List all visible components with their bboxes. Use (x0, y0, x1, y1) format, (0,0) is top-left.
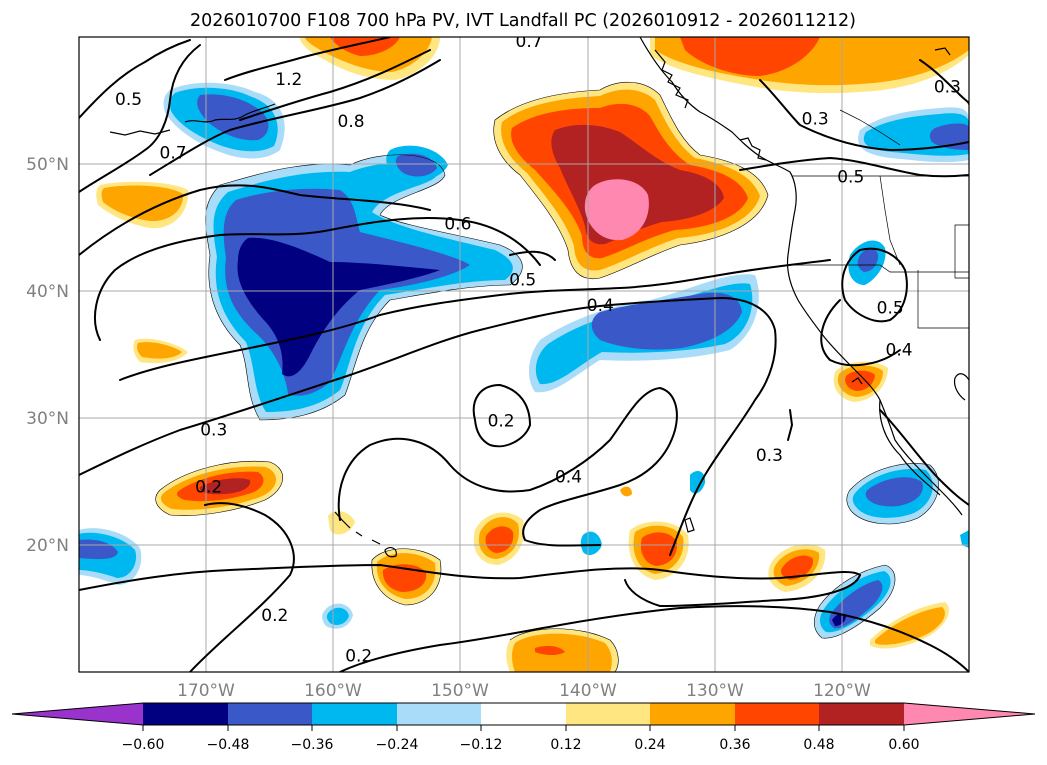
contour-label: 0.5 (509, 271, 536, 291)
colorbar-bin (819, 703, 904, 725)
map-frame (78, 36, 970, 673)
contour-label: 0.5 (837, 168, 864, 188)
contour-label: 0.8 (338, 112, 365, 132)
colorbar-tick-label: 0.60 (888, 737, 919, 753)
contour-label: 0.2 (195, 478, 222, 498)
colorbar-bin (228, 703, 312, 725)
colorbar-tick-label: −0.12 (460, 737, 503, 753)
lon-axis: 170°W 160°W 150°W 140°W 130°W 120°W (177, 681, 871, 701)
shading-outlines (155, 81, 939, 672)
contour-label: 0.2 (488, 412, 515, 432)
colorbar-tick-label: 0.12 (550, 737, 581, 753)
graticule (79, 37, 969, 672)
colorbar-over-extension (904, 703, 1035, 725)
contour-label: 0.7 (160, 144, 187, 164)
colorbar-bin (566, 703, 650, 725)
colorbar-bin (397, 703, 481, 725)
colorbar-ticks (142, 725, 905, 731)
colorbar-bin (481, 703, 566, 725)
colorbar-tick-label: −0.48 (207, 737, 250, 753)
colorbar-bin (650, 703, 735, 725)
colorbar-under-extension (12, 703, 143, 725)
contour-label: 0.7 (516, 32, 543, 52)
lon-tick-label: 170°W (177, 681, 235, 701)
colorbar-bin (735, 703, 819, 725)
lon-tick-label: 150°W (431, 681, 489, 701)
lat-tick-label: 30°N (26, 409, 69, 429)
contour-label: 0.5 (115, 90, 142, 110)
colorbar-bin (143, 703, 228, 725)
lon-tick-label: 140°W (559, 681, 617, 701)
map-panel: 1.2 0.7 0.5 0.7 0.8 0.3 0.3 0.5 0.6 0.5 0.4 0.5 0.4 0… (79, 32, 969, 672)
contour-label: 0.2 (261, 606, 288, 626)
contour-label: 0.2 (345, 646, 372, 666)
pv-contours (79, 37, 969, 672)
lat-tick-label: 50°N (26, 155, 69, 175)
contour-label: 0.3 (802, 109, 829, 129)
lat-tick-label: 20°N (26, 536, 69, 556)
colorbar-tick-label: −0.24 (376, 737, 419, 753)
colorbar-tick-label: −0.60 (122, 737, 165, 753)
colorbar: −0.60 −0.48 −0.36 −0.24 −0.12 0.12 0.24 … (11, 702, 1036, 753)
colorbar-tick-label: 0.36 (719, 737, 750, 753)
contour-label: 0.4 (886, 340, 913, 360)
contour-label: 0.3 (200, 420, 227, 440)
lat-axis: 50°N 40°N 30°N 20°N (26, 155, 69, 556)
colorbar-tick-label: 0.24 (634, 737, 665, 753)
colorbar-tick-label: 0.48 (803, 737, 834, 753)
contour-label: 0.4 (587, 296, 614, 316)
contour-label: 1.2 (275, 70, 302, 90)
colorbar-tick-label: −0.36 (291, 737, 334, 753)
figure-title: 2026010700 F108 700 hPa PV, IVT Landfall… (190, 11, 856, 31)
contour-label: 0.5 (877, 299, 904, 319)
lon-tick-label: 160°W (304, 681, 362, 701)
lat-tick-label: 40°N (26, 282, 69, 302)
contour-label: 0.4 (555, 467, 582, 487)
contour-label: 0.3 (934, 78, 961, 98)
lon-tick-label: 130°W (686, 681, 744, 701)
coastlines (109, 37, 969, 558)
contour-label: 0.6 (444, 215, 471, 235)
contour-label: 0.3 (756, 446, 783, 466)
shading-negative (79, 82, 969, 639)
lon-tick-label: 120°W (813, 681, 871, 701)
colorbar-bin (312, 703, 397, 725)
contour-labels: 1.2 0.7 0.5 0.7 0.8 0.3 0.3 0.5 0.6 0.5 0.4 0.5 0.4 0… (115, 32, 961, 666)
